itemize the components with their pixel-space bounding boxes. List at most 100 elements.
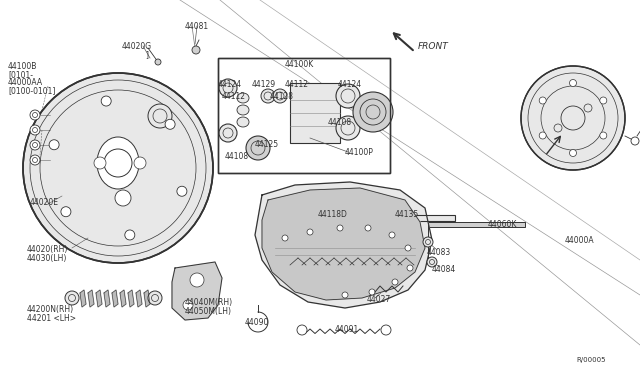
- Circle shape: [261, 89, 275, 103]
- Text: [0100-0101]: [0100-0101]: [8, 86, 56, 95]
- Polygon shape: [262, 188, 425, 300]
- Polygon shape: [96, 290, 102, 307]
- Circle shape: [148, 291, 162, 305]
- Bar: [330, 215, 455, 221]
- Text: 44020E: 44020E: [30, 198, 59, 207]
- Text: 44125: 44125: [255, 140, 279, 149]
- Circle shape: [155, 59, 161, 65]
- Text: 44040M(RH): 44040M(RH): [185, 298, 233, 307]
- Text: 44135: 44135: [395, 210, 419, 219]
- Text: 44050M(LH): 44050M(LH): [185, 307, 232, 316]
- Circle shape: [101, 96, 111, 106]
- Text: 44000AA: 44000AA: [8, 78, 43, 87]
- Circle shape: [282, 235, 288, 241]
- Circle shape: [177, 186, 187, 196]
- Circle shape: [307, 229, 313, 235]
- Circle shape: [30, 110, 40, 120]
- Circle shape: [183, 300, 193, 310]
- Polygon shape: [120, 290, 126, 307]
- Text: 44108: 44108: [328, 118, 352, 127]
- Circle shape: [273, 89, 287, 103]
- Circle shape: [23, 73, 213, 263]
- Circle shape: [600, 97, 607, 104]
- Bar: [290, 83, 340, 143]
- Bar: [335, 222, 525, 227]
- Polygon shape: [104, 290, 110, 307]
- Text: 44124: 44124: [338, 80, 362, 89]
- Ellipse shape: [237, 105, 249, 115]
- Polygon shape: [172, 262, 222, 320]
- Circle shape: [30, 125, 40, 135]
- Circle shape: [342, 292, 348, 298]
- Circle shape: [631, 137, 639, 145]
- Text: 44100K: 44100K: [285, 60, 314, 69]
- Circle shape: [125, 230, 135, 240]
- Circle shape: [407, 265, 413, 271]
- Polygon shape: [112, 290, 118, 307]
- Circle shape: [570, 150, 577, 157]
- Circle shape: [190, 273, 204, 287]
- Text: 44081: 44081: [185, 22, 209, 31]
- Circle shape: [61, 207, 71, 217]
- Circle shape: [389, 232, 395, 238]
- Text: 44118D: 44118D: [318, 210, 348, 219]
- Circle shape: [192, 46, 200, 54]
- Text: 44108: 44108: [225, 152, 249, 161]
- Ellipse shape: [237, 93, 249, 103]
- Polygon shape: [255, 182, 432, 308]
- Text: R/00005: R/00005: [576, 357, 605, 363]
- Circle shape: [392, 279, 398, 285]
- Circle shape: [539, 132, 546, 139]
- Circle shape: [319, 212, 331, 224]
- Circle shape: [148, 104, 172, 128]
- Circle shape: [115, 190, 131, 206]
- Circle shape: [165, 119, 175, 129]
- Circle shape: [30, 155, 40, 165]
- Circle shape: [336, 116, 360, 140]
- Circle shape: [219, 124, 237, 142]
- Text: 44128: 44128: [270, 92, 294, 101]
- Circle shape: [297, 325, 307, 335]
- Text: 44020(RH): 44020(RH): [27, 245, 68, 254]
- Circle shape: [336, 84, 360, 108]
- Polygon shape: [136, 290, 142, 307]
- Circle shape: [246, 136, 270, 160]
- Text: 44027: 44027: [367, 295, 391, 304]
- Circle shape: [134, 157, 146, 169]
- Circle shape: [600, 132, 607, 139]
- Ellipse shape: [237, 117, 249, 127]
- Text: 44083: 44083: [427, 248, 451, 257]
- Polygon shape: [88, 290, 94, 307]
- Circle shape: [49, 140, 59, 150]
- Polygon shape: [128, 290, 134, 307]
- Ellipse shape: [97, 137, 139, 189]
- Polygon shape: [80, 290, 86, 307]
- Text: 44100B: 44100B: [8, 62, 37, 71]
- Text: 44060K: 44060K: [488, 220, 517, 229]
- Bar: [218, 58, 390, 173]
- Circle shape: [427, 257, 437, 267]
- Circle shape: [337, 225, 343, 231]
- Circle shape: [104, 149, 132, 177]
- Circle shape: [94, 157, 106, 169]
- Text: [0101-: [0101-: [8, 70, 33, 79]
- Text: 44084: 44084: [432, 265, 456, 274]
- Text: 44020G: 44020G: [122, 42, 152, 51]
- Text: FRONT: FRONT: [418, 42, 449, 51]
- Text: 44090: 44090: [245, 318, 269, 327]
- Circle shape: [365, 225, 371, 231]
- Bar: [218, 58, 390, 173]
- Polygon shape: [144, 290, 150, 307]
- Circle shape: [539, 97, 546, 104]
- Text: 44030(LH): 44030(LH): [27, 254, 67, 263]
- Circle shape: [219, 79, 237, 97]
- Text: 44091: 44091: [335, 325, 359, 334]
- Circle shape: [65, 291, 79, 305]
- Text: 44112: 44112: [285, 80, 309, 89]
- Circle shape: [369, 289, 375, 295]
- Text: 44201 <LH>: 44201 <LH>: [27, 314, 76, 323]
- Text: ]: ]: [145, 50, 148, 59]
- Circle shape: [381, 325, 391, 335]
- Text: 44112: 44112: [222, 92, 246, 101]
- Text: 44000A: 44000A: [565, 236, 595, 245]
